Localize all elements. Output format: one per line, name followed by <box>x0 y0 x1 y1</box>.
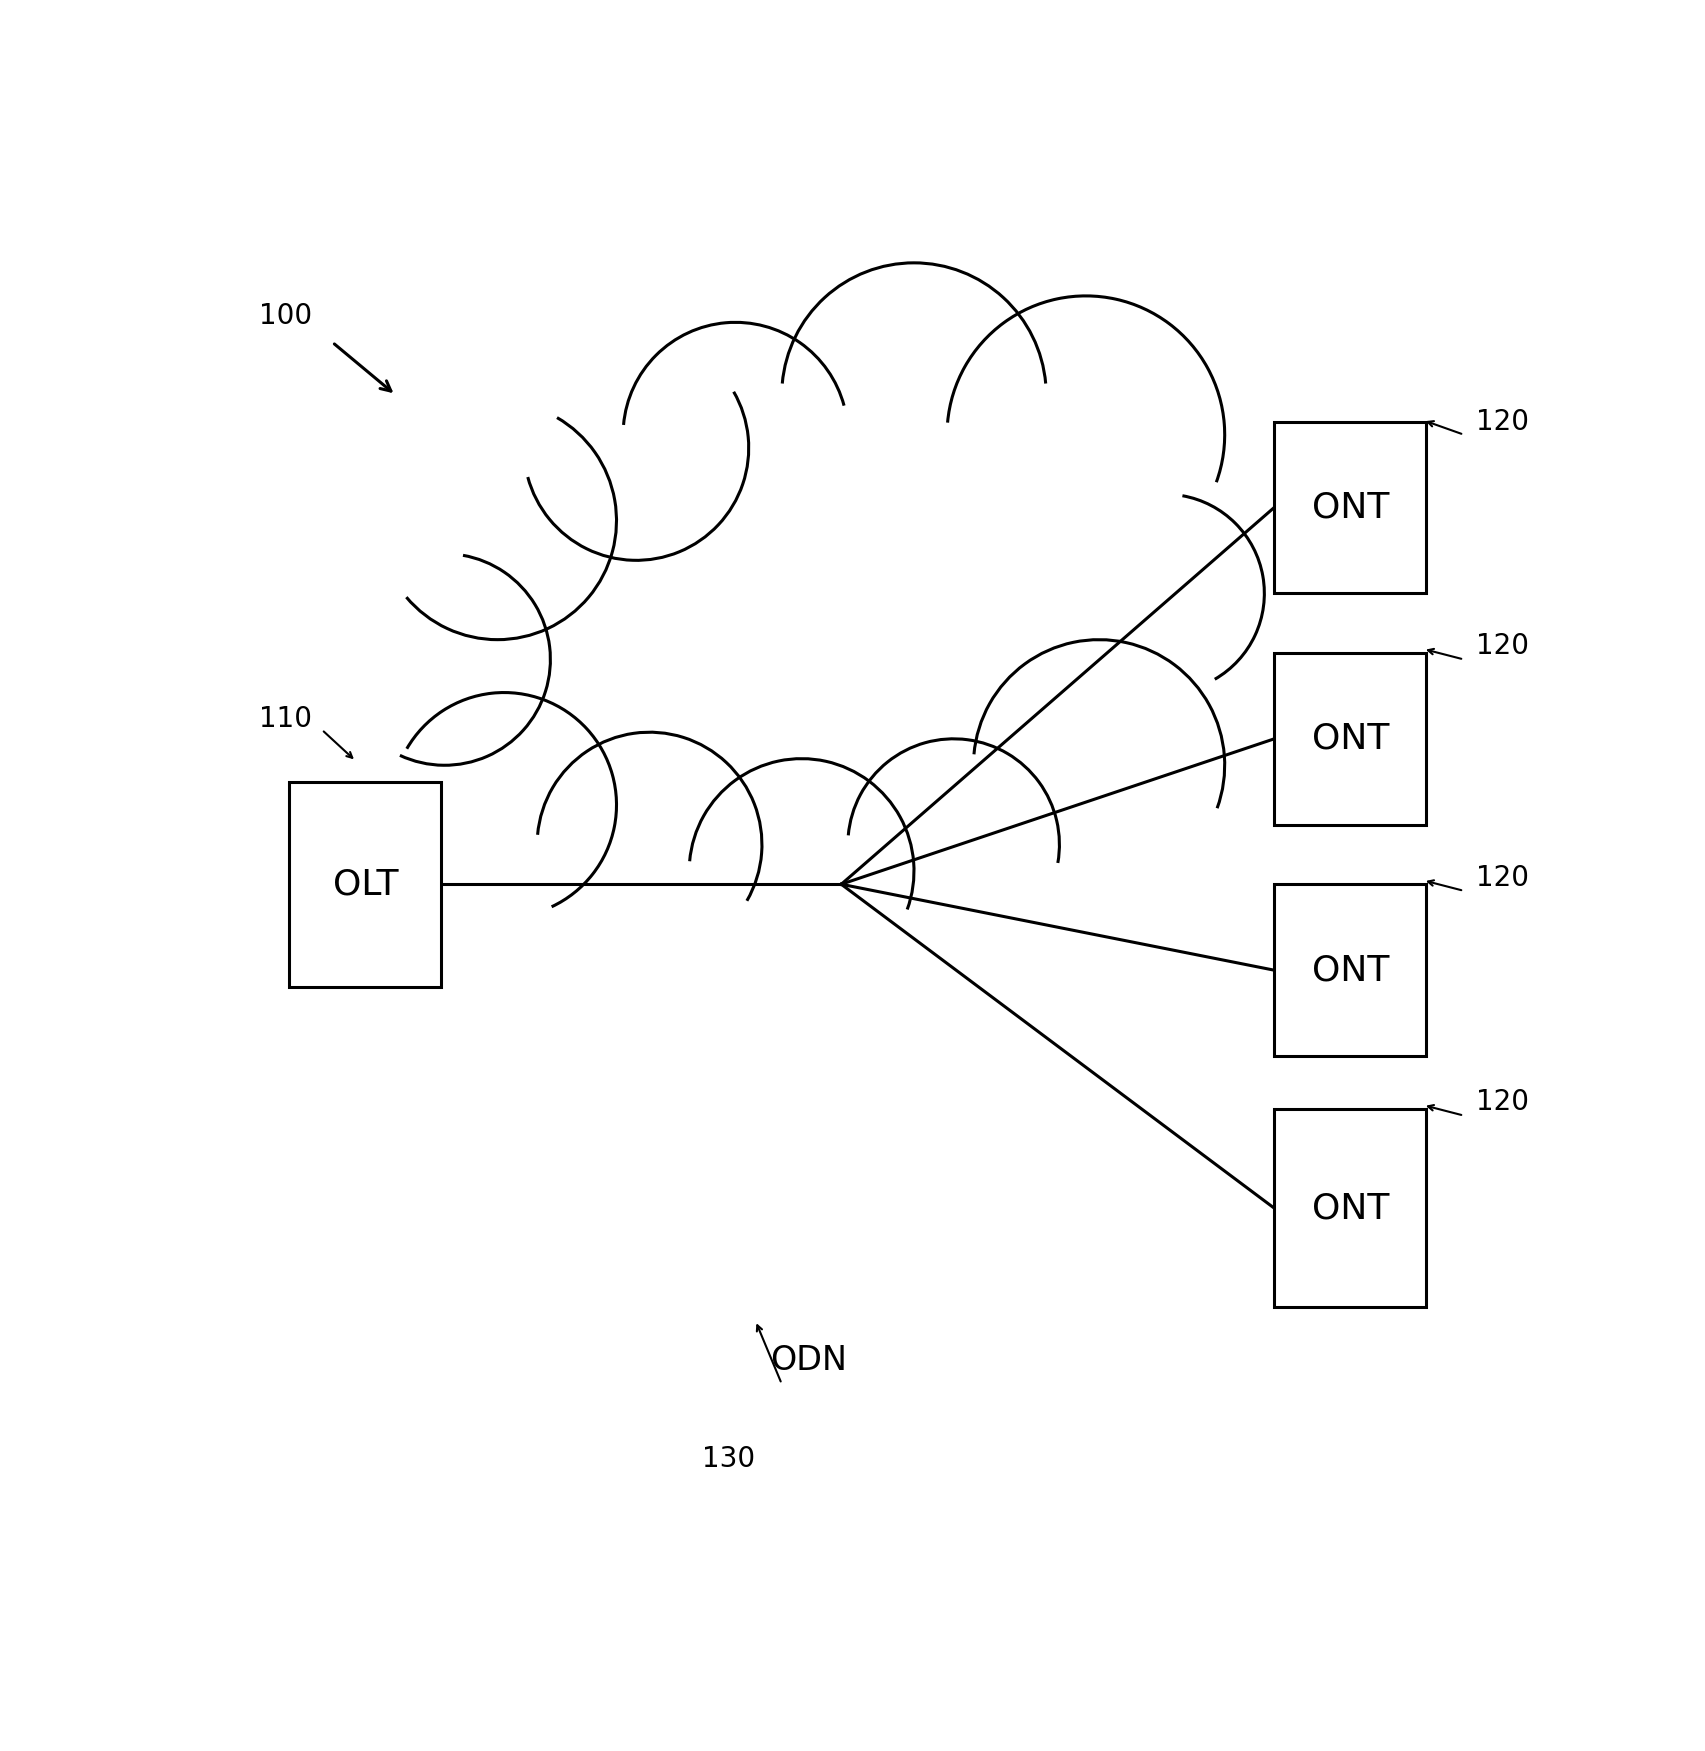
Bar <box>1274 422 1425 594</box>
Bar <box>290 781 442 988</box>
Text: 100: 100 <box>259 301 312 329</box>
Text: ONT: ONT <box>1311 953 1388 988</box>
Text: ONT: ONT <box>1311 490 1388 525</box>
Text: 120: 120 <box>1475 863 1528 891</box>
Text: ONT: ONT <box>1311 721 1388 756</box>
Text: ODN: ODN <box>769 1343 846 1376</box>
Text: OLT: OLT <box>332 867 397 902</box>
Text: 130: 130 <box>702 1445 755 1473</box>
Text: ONT: ONT <box>1311 1191 1388 1226</box>
Bar <box>1274 653 1425 825</box>
Text: 120: 120 <box>1475 632 1528 660</box>
Text: 120: 120 <box>1475 408 1528 436</box>
Text: 110: 110 <box>259 706 312 734</box>
Bar <box>1274 1108 1425 1308</box>
Text: 120: 120 <box>1475 1089 1528 1117</box>
Bar <box>1274 884 1425 1056</box>
